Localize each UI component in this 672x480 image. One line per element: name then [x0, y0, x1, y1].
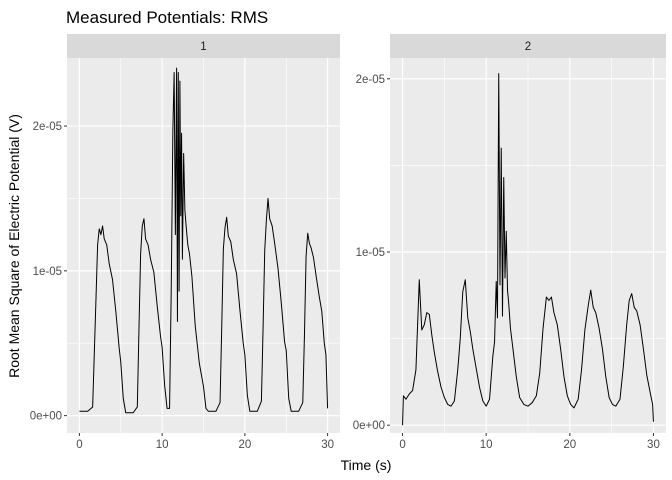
- series-group-1: [79, 67, 329, 414]
- y-tick-label: 0e+00: [353, 420, 385, 432]
- x-tick-label: 10: [156, 439, 169, 451]
- facet-strip-label-2: 2: [525, 41, 531, 53]
- series-group-2: [402, 73, 654, 426]
- x-tick-label: 30: [647, 439, 660, 451]
- y-axis-ticks-2: 0e+00 1e-05 2e-05: [353, 74, 390, 432]
- facet-strip-1: [67, 34, 340, 58]
- facet-panel-2: 2 0 10 20 30 0e+00 1e-05 2e-05: [353, 34, 666, 451]
- chart-title: Measured Potentials: RMS: [66, 8, 268, 27]
- y-tick-label: 1e-05: [356, 247, 385, 259]
- x-axis-ticks-1: 0 10 20 30: [76, 433, 334, 451]
- facet-strip-2: [390, 34, 666, 58]
- gridlines-1: [67, 58, 340, 433]
- x-tick-label: 20: [563, 439, 576, 451]
- gridlines-2: [390, 58, 666, 433]
- facet-panel-1: 1 0 10 20 30 0e+00 1e-05 2e-05: [30, 34, 340, 451]
- x-tick-label: 20: [238, 439, 251, 451]
- series-line-1-1: [79, 67, 329, 414]
- facet-strip-label-1: 1: [200, 41, 206, 53]
- x-tick-label: 10: [480, 439, 493, 451]
- y-tick-label: 0e+00: [30, 411, 62, 423]
- y-axis-ticks-1: 0e+00 1e-05 2e-05: [30, 121, 67, 423]
- y-tick-label: 2e-05: [356, 74, 385, 86]
- series-line-2-1: [402, 73, 654, 426]
- y-tick-label: 1e-05: [33, 266, 62, 278]
- x-axis-title: Time (s): [341, 457, 392, 473]
- y-axis-title: Root Mean Square of Electric Potential (…: [6, 114, 22, 378]
- x-tick-label: 30: [321, 439, 334, 451]
- x-tick-label: 0: [399, 439, 405, 451]
- x-tick-label: 0: [76, 439, 82, 451]
- x-axis-ticks-2: 0 10 20 30: [399, 433, 660, 451]
- y-tick-label: 2e-05: [33, 121, 62, 133]
